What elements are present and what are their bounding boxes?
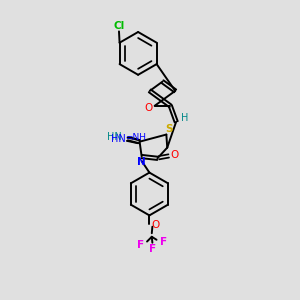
- Text: Cl: Cl: [113, 21, 124, 31]
- Text: H: H: [181, 113, 188, 123]
- Text: O: O: [170, 150, 178, 161]
- Text: F: F: [149, 244, 156, 254]
- Text: F: F: [160, 237, 167, 247]
- Text: F: F: [137, 240, 144, 250]
- Text: N: N: [137, 157, 146, 167]
- Text: HN: HN: [107, 132, 122, 142]
- Text: O: O: [151, 220, 160, 230]
- Text: HN: HN: [111, 134, 126, 144]
- Text: S: S: [166, 124, 173, 134]
- Text: =NH: =NH: [125, 133, 146, 142]
- Text: O: O: [144, 103, 152, 113]
